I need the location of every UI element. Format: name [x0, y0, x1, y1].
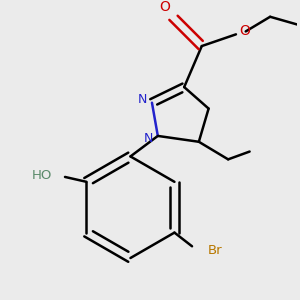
Text: N: N [143, 132, 153, 145]
Text: O: O [239, 24, 250, 38]
Text: O: O [159, 0, 170, 14]
Text: N: N [137, 93, 147, 106]
Text: HO: HO [32, 169, 52, 182]
Text: Br: Br [208, 244, 222, 257]
